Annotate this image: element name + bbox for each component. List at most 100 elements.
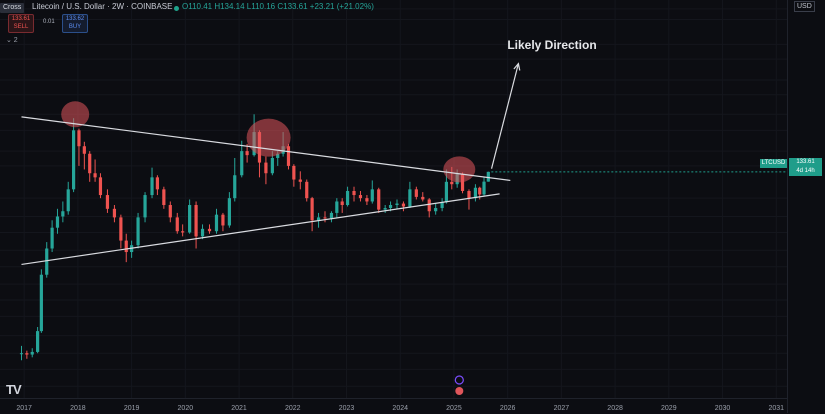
candle-body — [440, 202, 444, 209]
time-tick-label: 2017 — [16, 405, 32, 412]
candle-body — [155, 177, 159, 190]
candle-body — [352, 190, 356, 196]
symbol-title[interactable]: Litecoin / U.S. Dollar · 2W · COINBASE — [32, 2, 173, 11]
upper-trendline — [21, 116, 511, 182]
candle-body — [207, 228, 212, 232]
price-axis[interactable] — [787, 0, 825, 413]
candle-body — [19, 353, 24, 355]
candle-body — [188, 205, 192, 233]
candle-body — [119, 217, 123, 241]
spread-value: 0.01 — [43, 19, 55, 25]
candle-body — [88, 153, 92, 174]
candle-body — [175, 217, 179, 232]
candle-body — [460, 174, 465, 191]
candle-body — [181, 231, 185, 233]
candle-body — [408, 189, 412, 207]
candle-body — [221, 214, 225, 226]
candle-body — [298, 179, 302, 182]
candle-body — [340, 201, 344, 206]
sell-button[interactable]: 133.61 SELL — [8, 14, 34, 33]
event-flag-icon — [455, 387, 464, 395]
candle-body — [112, 208, 117, 218]
last-price-label: 133.61 4d 14h — [789, 158, 822, 176]
candle-body — [194, 205, 198, 237]
candle-body — [77, 130, 81, 147]
buy-button[interactable]: 133.62 BUY — [62, 14, 88, 33]
candle-body — [401, 203, 406, 207]
candle-body — [434, 208, 438, 212]
candle-body — [200, 228, 205, 237]
time-tick-label: 2026 — [500, 405, 516, 412]
candle-body — [395, 203, 399, 206]
sell-label: SELL — [13, 24, 29, 30]
symbol-tag: LTCUSD — [760, 159, 787, 168]
time-tick-label: 2021 — [231, 405, 247, 412]
time-tick-label: 2030 — [715, 405, 731, 412]
candle-body — [50, 227, 54, 249]
candle-body — [444, 181, 449, 203]
candle-body — [270, 157, 274, 174]
candle-body — [150, 177, 154, 196]
time-tick-label: 2024 — [392, 405, 408, 412]
candle-body — [450, 181, 454, 185]
sell-price: 133.61 — [11, 16, 31, 22]
candle-body — [227, 198, 231, 226]
currency-selector[interactable]: USD — [794, 1, 815, 12]
chart-legend: Litecoin / U.S. Dollar · 2W · COINBASE O… — [0, 0, 787, 16]
event-marker-icon — [454, 375, 464, 385]
candle-body — [421, 196, 425, 200]
candle-body — [316, 217, 321, 221]
time-tick-label: 2019 — [124, 405, 140, 412]
candle-body — [55, 216, 60, 228]
candle-body — [30, 351, 34, 355]
candle-body — [39, 274, 43, 332]
candle-body — [377, 189, 381, 210]
bar-countdown: 4d 14h — [796, 168, 815, 174]
candle-body — [245, 151, 249, 156]
indicators-toggle[interactable]: ⌄ 2 — [6, 37, 18, 44]
candle-body — [310, 198, 314, 221]
candle-body — [240, 151, 244, 176]
candle-body — [25, 353, 29, 355]
candle-body — [323, 217, 327, 219]
time-tick-label: 2025 — [446, 405, 462, 412]
candle-body — [467, 190, 471, 199]
candle-body — [143, 195, 147, 218]
candle-body — [383, 208, 387, 210]
candle-body — [105, 195, 110, 209]
time-tick-label: 2022 — [285, 405, 301, 412]
buy-price: 133.62 — [65, 16, 85, 22]
market-status-icon — [174, 6, 179, 11]
candle-body — [82, 146, 86, 154]
candle-body — [45, 248, 49, 275]
direction-arrow-head — [513, 62, 521, 71]
time-tick-label: 2018 — [70, 405, 86, 412]
candle-body — [93, 173, 97, 178]
candle-body — [345, 190, 350, 206]
tradingview-logo[interactable]: TV — [6, 382, 22, 397]
candle-body — [482, 181, 486, 195]
candle-body — [365, 198, 369, 202]
candle-body — [305, 181, 309, 199]
time-axis[interactable] — [0, 398, 787, 414]
candle-body — [214, 214, 219, 232]
candle-body — [61, 211, 65, 217]
candle-body — [264, 162, 268, 174]
candle-body — [136, 217, 140, 246]
candle-body — [233, 175, 237, 199]
candle-body — [36, 331, 40, 352]
candle-body — [486, 171, 490, 182]
highlight-ellipse — [61, 101, 90, 128]
time-tick-label: 2020 — [178, 405, 194, 412]
crosshair-mode-tab[interactable]: Cross — [0, 3, 25, 13]
candle-body — [414, 189, 418, 197]
last-price-value: 133.61 — [796, 159, 815, 165]
candle-body — [286, 146, 291, 166]
candle-body — [335, 201, 339, 213]
candle-body — [358, 195, 363, 199]
candle-body — [162, 189, 166, 206]
time-tick-label: 2031 — [768, 405, 784, 412]
candle-body — [427, 199, 431, 212]
